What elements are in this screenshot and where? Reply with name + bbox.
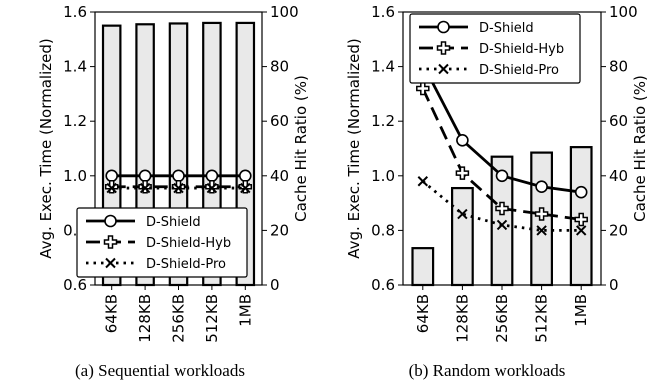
- data-point-d-shield-pro: [173, 182, 184, 194]
- y2-axis-label: Cache Hit Ratio (%): [631, 75, 649, 222]
- legend: D-Shield D-Shield-Hyb D-Shield-Pro: [409, 13, 581, 84]
- cache-hit-bar: [411, 247, 435, 287]
- legend-marker: [105, 257, 116, 269]
- chart-panel-random: 0.6 0.8 1.0 1.2 1.4 1.6 0 20 40 60 80 100 64KB 128KB 2…: [345, 3, 649, 380]
- data-point-d-shield-pro: [575, 225, 587, 236]
- data-point-d-shield: [138, 169, 152, 183]
- figure-caption: (b) Random workloads: [409, 361, 566, 380]
- x-tick-label: 512KB: [533, 294, 551, 343]
- data-point-d-shield-pro: [139, 182, 151, 194]
- data-point-d-shield-hyb: [495, 201, 509, 216]
- y-tick-label: 1.4: [63, 58, 87, 76]
- y-tick-label: 1.0: [63, 167, 87, 185]
- legend-marker: [436, 41, 451, 55]
- data-point-d-shield: [172, 169, 185, 183]
- data-point-d-shield-pro: [536, 225, 547, 236]
- legend-box: [409, 13, 581, 84]
- data-point-d-shield-pro: [457, 208, 468, 220]
- y2-tick-label: 100: [270, 3, 299, 21]
- x-tick-label: 256KB: [493, 294, 511, 343]
- y2-tick-label: 20: [609, 221, 628, 239]
- x-tick-label: 1MB: [572, 294, 590, 327]
- y-tick-label: 1.4: [371, 58, 395, 76]
- data-point-d-shield-hyb: [455, 166, 470, 180]
- x-tick-label: 64KB: [103, 294, 121, 333]
- y-tick-label: 1.6: [63, 3, 87, 21]
- y-tick-label: 0.6: [371, 276, 395, 294]
- y2-tick-label: 60: [270, 112, 289, 130]
- legend-label: D-Shield-Pro: [146, 257, 226, 272]
- x-tick-label: 64KB: [414, 294, 432, 333]
- y2-tick-label: 0: [609, 276, 619, 294]
- legend-marker: [438, 63, 449, 75]
- y2-tick-label: 40: [270, 167, 289, 185]
- data-point-d-shield: [495, 169, 509, 183]
- data-point-d-shield-hyb: [534, 207, 549, 221]
- y2-axis-label: Cache Hit Ratio (%): [292, 75, 310, 222]
- data-point-d-shield: [105, 169, 118, 183]
- data-point-d-shield-pro: [106, 182, 117, 194]
- y-tick-label: 1.6: [371, 3, 395, 21]
- data-point-d-shield-hyb: [574, 212, 588, 227]
- series-line-d-shield-hyb: [421, 87, 582, 221]
- legend-label: D-Shield-Hyb: [146, 236, 231, 251]
- data-point-d-shield: [535, 180, 548, 194]
- legend-marker: [437, 20, 450, 34]
- data-point-d-shield: [205, 169, 219, 183]
- legend-marker: [103, 235, 118, 249]
- legend-label: D-Shield: [146, 215, 201, 230]
- y-tick-label: 1.2: [371, 112, 395, 130]
- y-axis-label: Avg. Exec. Time (Normalized): [37, 38, 55, 258]
- data-point-d-shield-pro: [417, 176, 429, 187]
- x-tick-label: 512KB: [203, 294, 221, 343]
- x-tick-label: 256KB: [170, 294, 188, 343]
- y-tick-label: 0.6: [63, 276, 87, 294]
- y2-tick-label: 40: [609, 167, 628, 185]
- legend-label: D-Shield-Hyb: [479, 42, 564, 57]
- y2-tick-label: 20: [270, 221, 289, 239]
- x-tick-label: 128KB: [453, 294, 471, 343]
- y2-tick-label: 80: [270, 58, 289, 76]
- y2-tick-label: 0: [270, 276, 280, 294]
- data-point-d-shield-hyb: [416, 81, 430, 96]
- y-tick-label: 1.0: [371, 167, 395, 185]
- legend: D-Shield D-Shield-Hyb D-Shield-Pro: [76, 207, 248, 278]
- data-point-d-shield-pro: [206, 182, 218, 194]
- y-axis-label: Avg. Exec. Time (Normalized): [345, 38, 363, 258]
- data-point-d-shield: [574, 185, 588, 199]
- y-tick-label: 1.2: [63, 112, 87, 130]
- legend-label: D-Shield: [479, 21, 534, 36]
- data-point-d-shield-pro: [240, 182, 251, 194]
- data-point-d-shield: [456, 134, 469, 147]
- legend-label: D-Shield-Pro: [479, 63, 559, 78]
- x-tick-label: 128KB: [136, 294, 154, 343]
- y-tick-label: 0.8: [371, 221, 395, 239]
- data-point-d-shield-pro: [496, 219, 508, 231]
- data-point-d-shield: [239, 169, 252, 183]
- y2-tick-label: 100: [609, 3, 638, 21]
- x-tick-label: 1MB: [236, 294, 254, 327]
- figure-caption: (a) Sequential workloads: [75, 361, 245, 380]
- legend-marker: [104, 214, 117, 228]
- y2-tick-label: 60: [609, 112, 628, 130]
- cache-hit-bar: [451, 186, 474, 287]
- legend-box: [76, 207, 248, 278]
- y2-tick-label: 80: [609, 58, 628, 76]
